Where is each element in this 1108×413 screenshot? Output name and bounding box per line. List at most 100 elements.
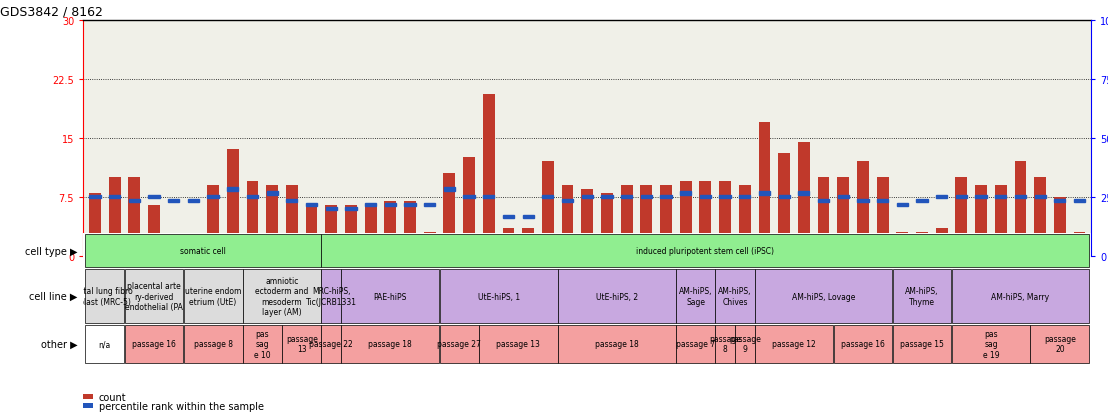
Bar: [89, 193, 101, 256]
Bar: [345, 205, 357, 256]
Bar: [148, 205, 160, 256]
Bar: [739, 195, 750, 199]
Text: n/a: n/a: [99, 339, 111, 348]
Text: passage 16: passage 16: [841, 339, 885, 348]
Bar: [676, 325, 715, 363]
Bar: [1015, 162, 1026, 256]
Text: passage
20: passage 20: [1044, 334, 1076, 354]
Bar: [168, 199, 179, 203]
Bar: [184, 325, 243, 363]
Bar: [483, 195, 494, 199]
Bar: [187, 199, 199, 203]
Bar: [283, 325, 321, 363]
Bar: [129, 199, 140, 203]
Bar: [321, 234, 1089, 268]
Bar: [341, 325, 440, 363]
Bar: [503, 215, 514, 218]
Bar: [916, 199, 927, 203]
Bar: [995, 195, 1006, 199]
Bar: [602, 195, 613, 199]
Bar: [85, 325, 124, 363]
Bar: [640, 195, 652, 199]
Bar: [109, 178, 121, 256]
Bar: [975, 185, 987, 256]
Bar: [620, 195, 633, 199]
Bar: [503, 228, 514, 256]
Bar: [798, 192, 810, 195]
Bar: [1034, 178, 1046, 256]
Bar: [243, 270, 321, 323]
Bar: [85, 234, 321, 268]
Text: passage 12: passage 12: [772, 339, 815, 348]
Bar: [267, 192, 278, 195]
Bar: [916, 233, 927, 256]
Bar: [878, 199, 889, 203]
Bar: [818, 178, 830, 256]
Bar: [109, 195, 121, 199]
Bar: [523, 215, 534, 218]
Bar: [247, 195, 258, 199]
Bar: [582, 195, 593, 199]
Text: UtE-hiPS, 2: UtE-hiPS, 2: [596, 292, 638, 301]
Bar: [404, 201, 416, 256]
Bar: [838, 195, 849, 199]
Bar: [759, 192, 770, 195]
Text: AM-hiPS, Marry: AM-hiPS, Marry: [992, 292, 1049, 301]
Bar: [542, 162, 554, 256]
Bar: [893, 325, 952, 363]
Bar: [719, 182, 731, 256]
Bar: [286, 199, 297, 203]
Bar: [739, 185, 751, 256]
Bar: [124, 270, 184, 323]
Bar: [463, 195, 474, 199]
Text: AM-hiPS, Lovage: AM-hiPS, Lovage: [792, 292, 855, 301]
Text: count: count: [99, 392, 126, 402]
Text: passage
13: passage 13: [286, 334, 318, 354]
Bar: [952, 270, 1089, 323]
Bar: [798, 142, 810, 256]
Bar: [423, 233, 435, 256]
Bar: [404, 203, 416, 207]
Bar: [640, 185, 653, 256]
Text: AM-hiPS,
Chives: AM-hiPS, Chives: [718, 287, 751, 306]
Bar: [755, 270, 892, 323]
Bar: [424, 203, 435, 207]
Text: uterine endom
etrium (UtE): uterine endom etrium (UtE): [185, 287, 242, 306]
Bar: [148, 195, 160, 199]
Bar: [856, 162, 869, 256]
Bar: [755, 325, 833, 363]
Text: passage
9: passage 9: [729, 334, 761, 354]
Bar: [719, 195, 730, 199]
Bar: [557, 270, 676, 323]
Bar: [1035, 195, 1046, 199]
Text: passage
8: passage 8: [709, 334, 741, 354]
Bar: [601, 193, 613, 256]
Bar: [876, 178, 889, 256]
Bar: [778, 154, 790, 256]
Bar: [838, 178, 849, 256]
Text: cell line ▶: cell line ▶: [29, 291, 78, 301]
Bar: [936, 195, 947, 199]
Text: passage 18: passage 18: [595, 339, 638, 348]
Bar: [542, 195, 554, 199]
Text: UtE-hiPS, 1: UtE-hiPS, 1: [478, 292, 520, 301]
Bar: [1074, 199, 1085, 203]
Bar: [207, 185, 219, 256]
Bar: [129, 178, 141, 256]
Bar: [680, 192, 691, 195]
Text: AM-hiPS,
Sage: AM-hiPS, Sage: [679, 287, 712, 306]
Bar: [676, 270, 715, 323]
Bar: [858, 199, 869, 203]
Bar: [243, 325, 281, 363]
Bar: [557, 325, 676, 363]
Text: placental arte
ry-derived
endothelial (PA: placental arte ry-derived endothelial (P…: [125, 282, 183, 311]
Text: percentile rank within the sample: percentile rank within the sample: [99, 401, 264, 411]
Bar: [1030, 325, 1089, 363]
Bar: [247, 182, 258, 256]
Bar: [680, 182, 691, 256]
Bar: [833, 325, 892, 363]
Bar: [90, 195, 101, 199]
Text: passage 8: passage 8: [194, 339, 233, 348]
Text: passage 22: passage 22: [309, 339, 353, 348]
Text: pas
sag
e 19: pas sag e 19: [983, 329, 999, 358]
